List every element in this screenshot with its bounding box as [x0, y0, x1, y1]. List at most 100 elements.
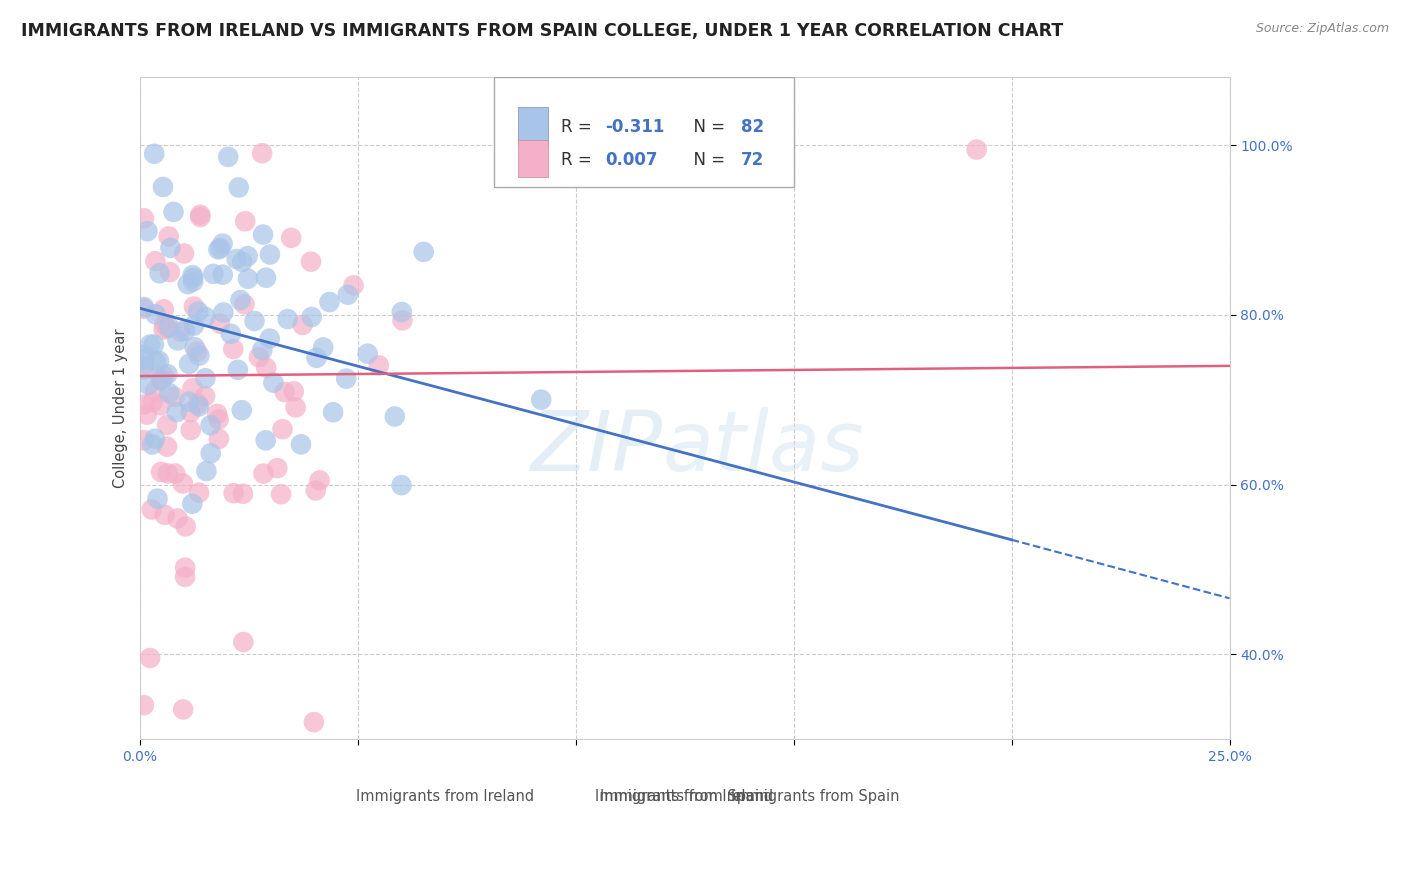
- Point: [172, 702, 194, 716]
- Point: [187, 304, 209, 318]
- Point: [236, 271, 259, 285]
- Point: [132, 398, 155, 412]
- Point: [530, 392, 553, 407]
- Point: [166, 405, 188, 419]
- Point: [132, 300, 155, 314]
- Point: [170, 325, 193, 339]
- Point: [228, 180, 250, 194]
- Point: [153, 318, 176, 332]
- Point: [233, 214, 256, 228]
- Point: [290, 437, 312, 451]
- Point: [177, 394, 200, 409]
- Text: Immigrants from Ireland: Immigrants from Ireland: [596, 789, 773, 804]
- Point: [208, 432, 231, 446]
- Point: [143, 384, 166, 398]
- Point: [156, 440, 179, 454]
- Point: [162, 205, 184, 219]
- Text: -0.311: -0.311: [605, 118, 665, 136]
- Point: [202, 267, 225, 281]
- Point: [183, 300, 205, 314]
- Point: [188, 210, 211, 224]
- Text: 72: 72: [741, 151, 765, 169]
- Point: [152, 180, 174, 194]
- Point: [208, 412, 231, 426]
- Point: [322, 405, 344, 419]
- Text: R =: R =: [561, 151, 598, 169]
- Point: [180, 405, 202, 419]
- Point: [222, 342, 245, 356]
- Point: [299, 254, 322, 268]
- Point: [357, 347, 380, 361]
- Point: [301, 310, 323, 324]
- Point: [188, 349, 211, 363]
- Point: [174, 324, 197, 338]
- Point: [243, 314, 266, 328]
- Point: [157, 320, 180, 334]
- Point: [233, 297, 256, 311]
- Point: [966, 143, 988, 157]
- Point: [335, 372, 357, 386]
- Point: [252, 467, 274, 481]
- Point: [291, 318, 314, 332]
- Point: [209, 241, 232, 255]
- Point: [146, 491, 169, 506]
- Point: [157, 386, 180, 401]
- Point: [136, 224, 159, 238]
- Point: [132, 301, 155, 316]
- Point: [145, 354, 167, 368]
- Point: [156, 367, 179, 381]
- Point: [412, 244, 434, 259]
- Point: [254, 270, 277, 285]
- Point: [367, 359, 389, 373]
- Point: [236, 249, 259, 263]
- Point: [143, 432, 166, 446]
- Point: [252, 343, 274, 357]
- Point: [150, 465, 173, 479]
- Point: [159, 241, 181, 255]
- Point: [250, 146, 273, 161]
- Point: [165, 467, 187, 481]
- Point: [384, 409, 406, 424]
- Point: [200, 418, 222, 433]
- Point: [391, 313, 413, 327]
- Point: [132, 698, 155, 713]
- Text: Source: ZipAtlas.com: Source: ZipAtlas.com: [1256, 22, 1389, 36]
- Point: [152, 322, 174, 336]
- Point: [149, 266, 172, 280]
- Point: [222, 486, 245, 500]
- Text: R =: R =: [561, 118, 598, 136]
- Point: [181, 381, 204, 395]
- Point: [211, 268, 233, 282]
- Point: [194, 310, 217, 324]
- Point: [181, 268, 204, 282]
- Point: [391, 305, 413, 319]
- Point: [273, 384, 295, 399]
- Point: [157, 229, 180, 244]
- Point: [142, 337, 165, 351]
- Y-axis label: College, Under 1 year: College, Under 1 year: [114, 328, 128, 488]
- Point: [132, 348, 155, 362]
- Point: [143, 254, 166, 268]
- Point: [262, 376, 284, 390]
- Text: IMMIGRANTS FROM IRELAND VS IMMIGRANTS FROM SPAIN COLLEGE, UNDER 1 YEAR CORRELATI: IMMIGRANTS FROM IRELAND VS IMMIGRANTS FR…: [21, 22, 1063, 40]
- Text: ZIP: ZIP: [530, 408, 662, 489]
- Point: [225, 252, 247, 266]
- Text: 82: 82: [741, 118, 765, 136]
- Point: [259, 332, 281, 346]
- Point: [156, 417, 179, 432]
- Point: [159, 265, 181, 279]
- Point: [259, 247, 281, 261]
- Point: [231, 255, 253, 269]
- Point: [254, 434, 277, 448]
- FancyBboxPatch shape: [494, 78, 793, 186]
- Point: [141, 502, 163, 516]
- Point: [156, 467, 179, 481]
- Text: atlas: atlas: [662, 408, 865, 489]
- Point: [174, 519, 197, 533]
- Bar: [517, 107, 548, 144]
- Point: [142, 395, 165, 409]
- Point: [166, 334, 188, 348]
- Point: [132, 211, 155, 226]
- Point: [200, 446, 222, 460]
- Point: [139, 337, 162, 351]
